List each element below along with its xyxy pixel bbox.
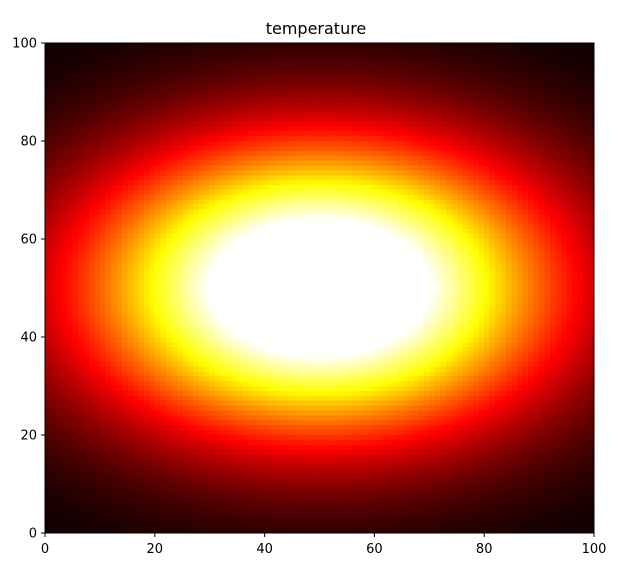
x-tick-label: 100 — [582, 542, 607, 557]
x-tick-label: 20 — [147, 542, 164, 557]
x-axis: 0 20 40 60 80 100 — [41, 533, 607, 557]
x-tick-label: 80 — [476, 542, 493, 557]
x-tick-label: 0 — [41, 542, 49, 557]
plot-frame — [44, 42, 595, 534]
x-tick-label: 40 — [256, 542, 273, 557]
y-tick-label: 60 — [20, 233, 37, 248]
chart-title: temperature — [266, 19, 367, 38]
heatmap-image — [45, 43, 594, 533]
y-tick-label: 100 — [12, 37, 37, 52]
y-tick-label: 40 — [20, 331, 37, 346]
y-tick-label: 20 — [20, 429, 37, 444]
y-tick-label: 80 — [20, 135, 37, 150]
y-tick-label: 0 — [29, 527, 37, 542]
y-axis: 0 20 40 60 80 100 — [12, 37, 45, 542]
x-tick-label: 60 — [366, 542, 383, 557]
plot-area — [44, 42, 595, 534]
